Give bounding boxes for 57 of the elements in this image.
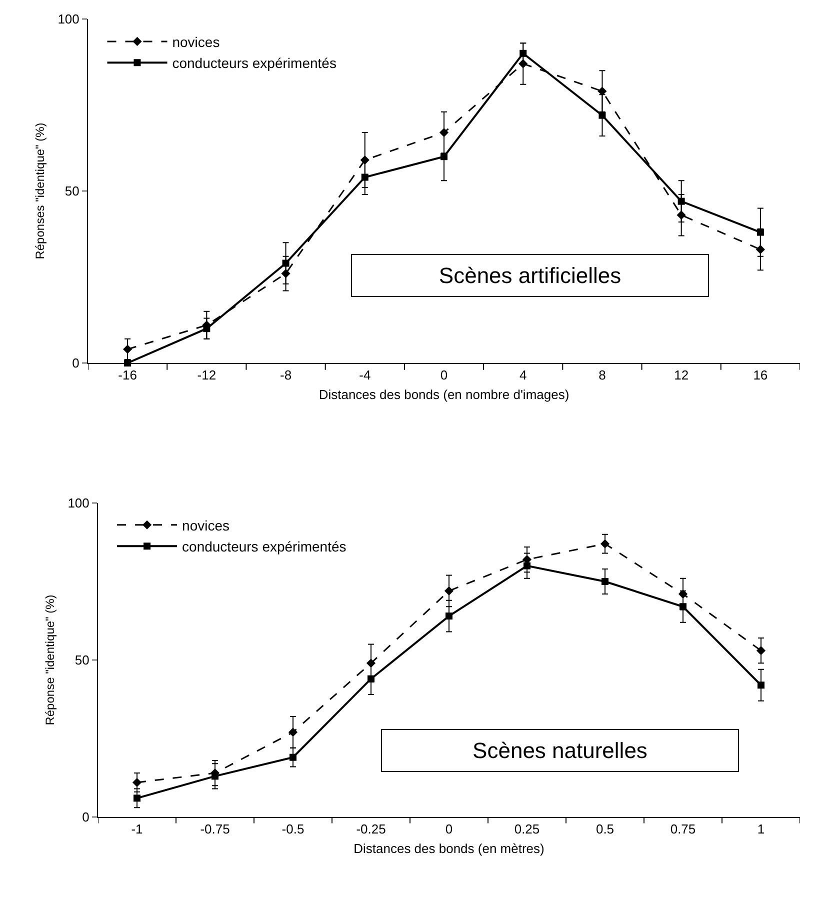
y-tick-label: 100 — [68, 496, 90, 511]
x-tick-label: 0.75 — [670, 822, 696, 837]
x-tick-label: -0.25 — [356, 822, 386, 837]
x-tick-label: 1 — [757, 822, 765, 837]
x-tick-label: 0 — [445, 822, 453, 837]
point — [602, 578, 608, 585]
x-tick-label: 8 — [598, 368, 606, 383]
y-tick-label: 100 — [58, 12, 80, 27]
y-tick-label: 0 — [72, 356, 80, 371]
y-axis-title: Réponses "identique" (%) — [32, 122, 47, 260]
x-tick-label: 0 — [440, 368, 448, 383]
point — [361, 174, 368, 181]
x-tick-label: -0.75 — [200, 822, 230, 837]
x-axis-title: Distances des bonds (en nombre d'images) — [318, 387, 570, 402]
point — [282, 260, 290, 267]
point — [756, 646, 766, 656]
x-tick-label: -0.5 — [282, 822, 304, 837]
legend-label: novices — [172, 34, 220, 50]
point — [132, 778, 142, 788]
x-tick-label: -4 — [359, 368, 371, 383]
y-tick-label: 0 — [82, 810, 90, 825]
x-tick-label: -8 — [280, 368, 292, 383]
point — [524, 562, 530, 570]
x-tick-label: 0.25 — [514, 822, 540, 837]
point — [123, 344, 132, 354]
legend-label: novices — [182, 517, 230, 534]
point — [520, 50, 527, 57]
point — [288, 728, 298, 737]
point — [290, 754, 296, 761]
legend-label: conducteurs expérimentés — [172, 55, 336, 72]
x-axis-title: Distances des bonds (en mètres) — [354, 841, 544, 856]
point — [124, 360, 132, 366]
y-tick-label: 50 — [74, 652, 90, 668]
x-tick-label: -12 — [197, 368, 216, 383]
x-tick-label: 0.5 — [596, 822, 614, 837]
annotation: Scènes naturelles — [472, 738, 648, 763]
y-axis-title: Réponse "identique" (%) — [42, 594, 57, 726]
point — [600, 539, 610, 548]
x-tick-label: 12 — [674, 368, 689, 383]
point — [444, 586, 454, 596]
point — [680, 603, 686, 610]
point — [678, 198, 685, 205]
point — [598, 86, 607, 96]
annotation: Scènes artificielles — [438, 263, 622, 288]
x-tick-label: -16 — [118, 368, 137, 383]
x-tick-label: 16 — [753, 368, 768, 383]
point — [446, 612, 452, 620]
point — [368, 675, 374, 682]
legend-label: conducteurs expérimentés — [182, 538, 346, 555]
point — [598, 112, 606, 119]
point — [756, 228, 764, 236]
x-tick-label: 4 — [519, 368, 527, 383]
y-tick-label: 50 — [64, 184, 80, 199]
point — [758, 682, 764, 689]
point — [440, 153, 448, 160]
point — [134, 794, 140, 802]
x-tick-label: -1 — [131, 822, 143, 837]
